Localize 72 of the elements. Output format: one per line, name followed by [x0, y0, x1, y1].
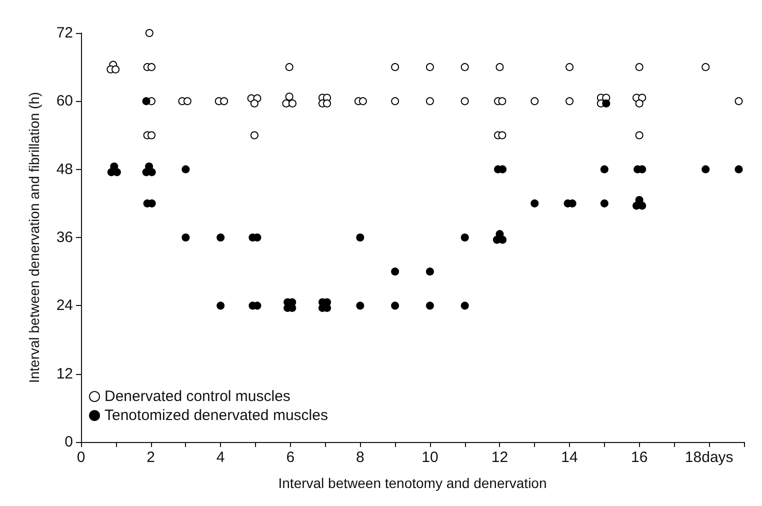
legend-label: Denervated control muscles	[104, 388, 290, 405]
point	[426, 63, 434, 72]
point	[250, 99, 258, 108]
point	[288, 99, 296, 108]
point	[147, 63, 156, 72]
point	[460, 63, 469, 72]
point	[600, 165, 608, 174]
point	[702, 165, 710, 174]
point	[183, 97, 192, 106]
x-tick-label: 2	[146, 449, 155, 466]
point	[142, 97, 150, 106]
point	[391, 63, 400, 72]
x-tick-label: 16	[630, 449, 648, 466]
x-tick-label: 18days	[684, 449, 734, 466]
point	[358, 97, 367, 106]
point	[530, 199, 539, 208]
point	[391, 302, 400, 310]
point	[250, 131, 258, 140]
point	[734, 165, 743, 174]
point	[147, 131, 156, 140]
point	[285, 63, 294, 72]
y-tick-label: 72	[56, 24, 73, 42]
point	[112, 65, 120, 74]
point	[734, 97, 743, 106]
point	[496, 63, 504, 72]
point	[498, 131, 506, 140]
point	[323, 99, 332, 108]
y-tick-label: 36	[56, 229, 73, 246]
x-tick-label: 6	[286, 449, 295, 466]
x-axis-title: Interval between tenotomy and denervation	[278, 475, 547, 491]
x-tick-label: 12	[491, 449, 508, 466]
y-tick-label: 48	[56, 160, 73, 178]
point	[600, 199, 608, 208]
y-axis-title: Interval between denervation and fibrillation (h)	[26, 92, 42, 384]
x-tick-label: 8	[356, 449, 364, 466]
y-tick-label: 24	[56, 297, 73, 314]
point	[566, 63, 574, 72]
point	[602, 99, 610, 108]
point	[460, 302, 469, 310]
point	[498, 236, 507, 244]
point	[426, 302, 434, 310]
point	[498, 97, 506, 106]
x-tick-label: 4	[216, 449, 225, 466]
point	[426, 97, 434, 106]
point	[285, 92, 294, 101]
x-tick-label: 14	[561, 449, 578, 466]
point	[638, 202, 646, 210]
point	[216, 234, 225, 242]
point	[182, 234, 190, 242]
y-tick-label: 12	[56, 365, 73, 382]
x-tick-label: 10	[422, 449, 438, 466]
point	[356, 234, 364, 242]
point	[220, 97, 228, 106]
y-tick-label: 60	[56, 92, 73, 110]
point	[182, 165, 190, 174]
legend-label: Tenotomized denervated muscles	[104, 407, 328, 424]
point	[460, 234, 469, 242]
point	[391, 268, 400, 276]
point	[530, 97, 539, 106]
point	[635, 99, 644, 108]
point	[216, 302, 225, 310]
x-tick-label: 0	[76, 449, 86, 466]
point	[566, 97, 574, 106]
point	[356, 302, 364, 310]
y-tick-label: 0	[64, 434, 73, 450]
point	[391, 97, 400, 106]
point	[145, 29, 154, 37]
point	[702, 63, 710, 72]
point	[460, 97, 469, 106]
point	[426, 268, 434, 276]
point	[635, 63, 644, 72]
point	[635, 131, 644, 140]
